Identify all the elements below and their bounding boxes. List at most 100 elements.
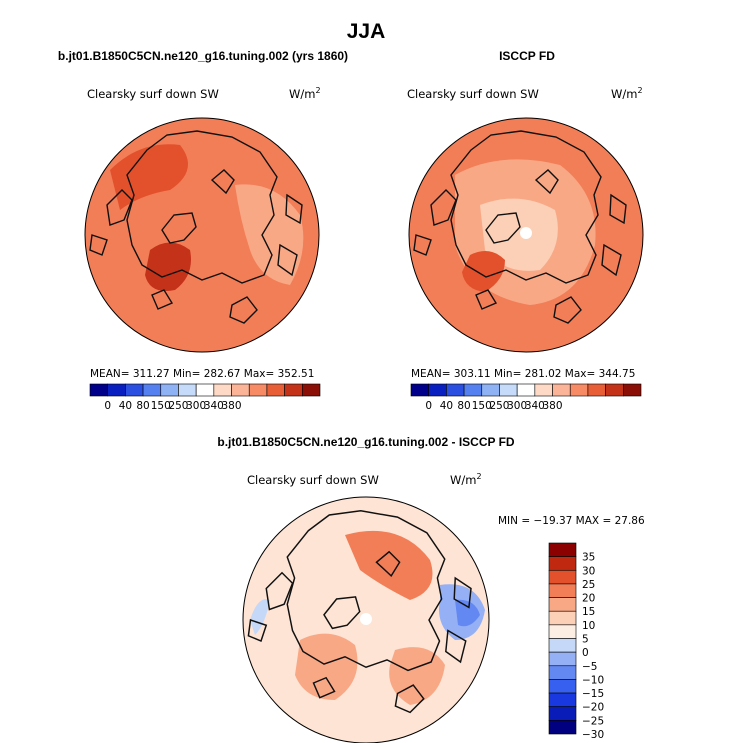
colorbar-tick-label: 40 [440,400,453,412]
colorbar-tick-label: −25 [582,715,604,727]
colorbar-icon [107,383,126,397]
colorbar-icon [548,665,577,680]
colorbar-tick-label: 300 [507,400,527,412]
colorbar-icon [231,383,250,397]
map-border [84,117,320,353]
panel-diff-units: W/m2 [450,472,482,487]
field-region-cool-light [250,599,270,635]
colorbar-tick-label: 40 [119,400,132,412]
pole-hole [520,227,532,239]
field-region-darker [145,242,191,291]
colorbar-tick-label: 10 [582,620,595,632]
colorbar-tick-label: 340 [204,400,224,412]
colorbar-icon [623,383,642,397]
colorbar-icon [410,383,429,397]
colorbar-icon [481,383,500,397]
panel-diff-title: b.jt01.B1850C5CN.ne120_g16.tuning.002 - … [217,435,515,449]
colorbar-icon [587,383,606,397]
panel-obs-units-sup: 2 [637,86,642,95]
colorbar-tick-label: 380 [543,400,563,412]
colorbar-icon [195,383,215,397]
colorbar-tick-label: 0 [425,400,432,412]
panel-obs-units: W/m2 [611,86,643,101]
polar-map-model [84,117,320,353]
colorbar-tick-label: 30 [582,565,595,577]
panel-obs: ISCCP FD Clearsky surf down SW W/m2 MEAN… [407,49,644,412]
panel-obs-title: ISCCP FD [499,49,555,63]
colorbar-icon [548,583,577,598]
field-region-pale [480,198,558,271]
super-title: JJA [347,20,386,43]
polar-map-diff [242,496,490,743]
colorbar-icon [548,679,577,694]
colorbar-icon [548,556,577,571]
panel-diff-units-base: W/m [450,473,476,487]
colorbar-tick-label: 15 [582,606,595,618]
colorbar-icon [248,383,268,397]
field-region-dark [462,251,505,292]
pole-hole [360,613,372,625]
colorbar-icon [266,383,285,397]
colorbar-tick-label: −15 [582,688,604,700]
panel-diff-units-sup: 2 [476,472,481,481]
colorbar-icon [548,597,577,612]
panel-model: b.jt01.B1850C5CN.ne120_g16.tuning.002 (y… [58,49,348,412]
colorbar-tick-label: 0 [104,400,111,412]
panel-model-stats: MEAN= 311.27 Min= 282.67 Max= 352.51 [90,368,314,380]
colorbar-tick-label: 20 [582,593,595,605]
colorbar-tick-label: 380 [222,400,242,412]
colorbar-icon [605,383,624,397]
colorbar-icon [213,383,232,397]
colorbar-icon [428,383,447,397]
field-region-warm-light [295,633,358,700]
panel-model-title: b.jt01.B1850C5CN.ne120_g16.tuning.002 (y… [58,49,348,63]
colorbar-icon [89,383,108,397]
polar-map-obs [408,117,644,353]
colorbar-tick-label: 80 [457,400,470,412]
colorbar-tick-label: 250 [168,400,188,412]
field-region-dark [110,144,188,210]
panel-diff: b.jt01.B1850C5CN.ne120_g16.tuning.002 - … [217,435,645,743]
colorbar-icon [499,383,518,397]
field-region-warm [345,530,433,600]
colorbar-icon [516,383,536,397]
panel-diff-stats: MIN = −19.37 MAX = 27.86 [498,515,645,527]
panel-obs-stats: MEAN= 303.11 Min= 281.02 Max= 344.75 [411,368,635,380]
panel-obs-units-base: W/m [611,87,637,101]
colorbar-icon [548,651,577,667]
colorbar-tick-label: 250 [489,400,509,412]
colorbar-icon [548,624,577,639]
colorbar-tick-label: 150 [472,400,492,412]
colorbar-tick-label: 340 [525,400,545,412]
colorbar-icon [142,383,162,397]
colorbar-icon [125,383,144,397]
map-border [408,117,644,353]
colorbar-icon [548,720,577,735]
colorbar-icon [548,569,577,585]
colorbar-tick-label: 0 [582,647,589,659]
colorbar-icon [548,692,577,708]
panel-model-units: W/m2 [289,86,321,101]
colorbar-icon [534,383,553,397]
colorbar-tick-label: 35 [582,552,595,564]
colorbar-tick-label: −30 [582,729,604,741]
colorbar-icon [463,383,483,397]
colorbar-tick-label: 80 [136,400,149,412]
colorbar-icon [446,383,465,397]
colorbar-tick-label: −20 [582,702,604,714]
colorbar-icon [178,383,197,397]
colorbar-icon [548,638,577,653]
field-region-cool-strong [455,599,480,627]
colorbar-tick-label: −5 [582,661,597,673]
colorbar-icon [548,542,577,557]
panel-model-units-sup: 2 [315,86,320,95]
panel-diff-variable: Clearsky surf down SW [247,473,379,487]
colorbar-tick-label: 25 [582,579,595,591]
colorbar-tick-label: 300 [186,400,206,412]
colorbar-tick-label: 5 [582,634,589,646]
colorbar-tick-label: 150 [151,400,171,412]
